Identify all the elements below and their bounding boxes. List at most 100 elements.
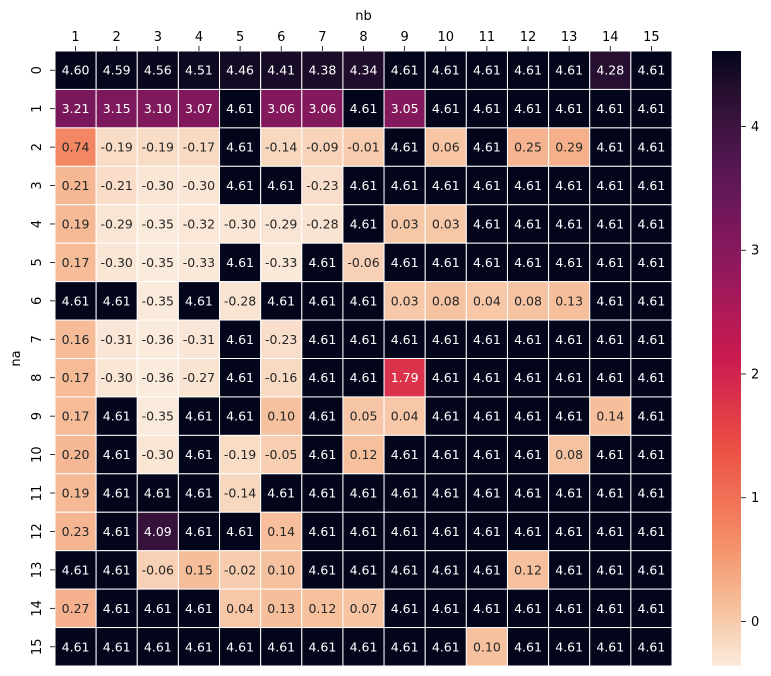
- x-tick-label: 2: [113, 30, 121, 45]
- cell-label: 4.61: [226, 101, 254, 116]
- heatmap-cell: [342, 511, 385, 552]
- heatmap-cell: [548, 550, 591, 590]
- heatmap-cell: [342, 588, 385, 629]
- heatmap-cell: [506, 358, 550, 398]
- heatmap-cell: [506, 550, 550, 590]
- cell-label: 4.61: [308, 293, 336, 308]
- heatmap-cell: [136, 88, 179, 129]
- heatmap-cell: [630, 204, 673, 244]
- cell-label: 0.12: [308, 601, 336, 616]
- heatmap-cell: [177, 358, 221, 398]
- cell-label: -0.21: [101, 178, 133, 193]
- cell-label: 4.61: [514, 332, 542, 347]
- heatmap-cell: [177, 204, 221, 244]
- cell-label: 4.61: [226, 639, 254, 654]
- cell-label: -0.14: [265, 140, 297, 155]
- cell-label: 4.61: [350, 216, 378, 231]
- y-tick-label: 7: [30, 335, 45, 343]
- heatmap-cell: [136, 358, 179, 398]
- heatmap-cell: [630, 396, 673, 436]
- cell-label: 4.61: [514, 524, 542, 539]
- x-tick-label: 15: [643, 30, 660, 45]
- heatmap-cell: [383, 165, 426, 206]
- heatmap-cell: [136, 319, 179, 359]
- x-tick-label: 9: [400, 30, 408, 45]
- cell-label: 4.61: [103, 601, 131, 616]
- heatmap-cell: [260, 588, 303, 629]
- cell-label: 4.61: [226, 524, 254, 539]
- x-tick-label: 3: [154, 30, 162, 45]
- heatmap-cell: [95, 165, 138, 206]
- cell-label: 4.61: [638, 216, 666, 231]
- cell-label: 0.12: [514, 562, 542, 577]
- heatmap-cell: [589, 165, 632, 206]
- heatmap-cell: [589, 242, 632, 283]
- cell-label: 4.61: [596, 370, 624, 385]
- heatmap-cell: [177, 88, 221, 129]
- cell-label: 1.79: [391, 370, 419, 385]
- cell-label: 4.61: [514, 216, 542, 231]
- cell-label: 4.61: [350, 332, 378, 347]
- cell-label: 0.27: [62, 601, 90, 616]
- cell-label: 4.61: [267, 293, 295, 308]
- cell-label: 4.61: [391, 140, 419, 155]
- heatmap-cell: [301, 434, 344, 475]
- cell-label: -0.14: [224, 486, 256, 501]
- heatmap-cell: [548, 511, 591, 552]
- x-tick-label: 5: [236, 30, 244, 45]
- colorbar-tick-label: 1: [751, 491, 759, 506]
- cell-label: 4.56: [144, 63, 172, 78]
- x-tick-label: 10: [437, 30, 454, 45]
- heatmap-cell: [589, 88, 632, 129]
- cell-label: 4.61: [473, 216, 501, 231]
- cell-label: 4.59: [103, 63, 131, 78]
- cell-label: 4.61: [350, 524, 378, 539]
- cell-label: 4.61: [555, 601, 583, 616]
- heatmap-cell: [506, 588, 550, 629]
- heatmap-cell: [342, 396, 385, 436]
- heatmap-cell: [465, 434, 508, 475]
- heatmap-cell: [54, 358, 97, 398]
- cell-label: -0.35: [142, 255, 174, 270]
- x-tick-label: 1: [71, 30, 79, 45]
- cell-label: 4.09: [144, 524, 172, 539]
- heatmap-cell: [383, 281, 426, 321]
- cell-label: 4.61: [514, 101, 542, 116]
- heatmap-cell: [465, 550, 508, 590]
- cell-label: 4.61: [391, 255, 419, 270]
- cell-label: 0.25: [514, 140, 542, 155]
- colorbar: 0 1 2 3 4: [712, 51, 759, 666]
- cell-label: 4.61: [596, 639, 624, 654]
- cell-label: 0.07: [350, 601, 378, 616]
- heatmap-cell: [177, 165, 221, 206]
- cell-label: 4.61: [103, 409, 131, 424]
- heatmap-cell: [136, 627, 179, 667]
- heatmap-cell: [219, 434, 262, 475]
- heatmap-cell: [301, 88, 344, 129]
- cell-label: 4.61: [432, 562, 460, 577]
- cell-label: -0.06: [347, 255, 379, 270]
- cell-label: -0.19: [224, 447, 256, 462]
- heatmap-cell: [630, 473, 673, 513]
- heatmap-cell: [54, 473, 97, 513]
- cell-label: 4.61: [638, 409, 666, 424]
- cell-label: 4.61: [555, 255, 583, 270]
- cell-label: 4.61: [514, 370, 542, 385]
- cell-label: 4.61: [432, 524, 460, 539]
- cell-label: 0.17: [62, 409, 90, 424]
- heatmap-cell: [260, 88, 303, 129]
- heatmap-cell: [630, 588, 673, 629]
- cell-label: 0.12: [350, 447, 378, 462]
- cell-label: 4.61: [638, 562, 666, 577]
- heatmap-cell: [54, 511, 97, 552]
- heatmap-cell: [260, 204, 303, 244]
- cell-label: 4.60: [62, 63, 90, 78]
- cell-label: 4.61: [103, 524, 131, 539]
- heatmap-cell: [383, 242, 426, 283]
- y-tick-label: 4: [30, 220, 45, 228]
- cell-label: 4.61: [308, 639, 336, 654]
- heatmap-cell: [54, 165, 97, 206]
- heatmap-cell: [506, 281, 550, 321]
- cell-label: 4.61: [391, 639, 419, 654]
